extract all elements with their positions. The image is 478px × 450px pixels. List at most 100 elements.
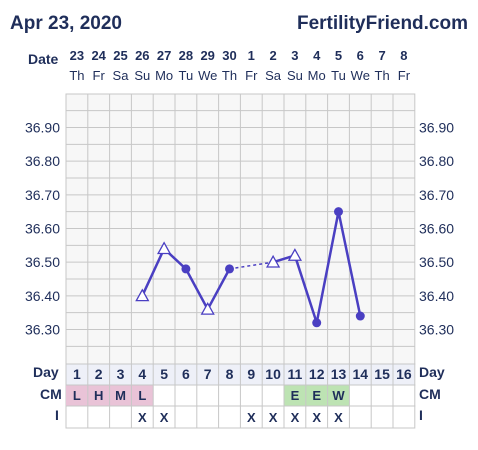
- cm-value: H: [94, 388, 103, 403]
- day-number: 15: [374, 366, 390, 382]
- data-point: [334, 207, 343, 217]
- day-row-label-right: Day: [419, 364, 445, 380]
- date-tick-label: 25: [113, 48, 127, 63]
- cm-cell-fill: [284, 385, 306, 406]
- day-number: 12: [309, 366, 325, 382]
- data-point-open: [200, 301, 215, 315]
- y-tick-label-left: 36.60: [25, 221, 60, 237]
- data-point-open: [135, 288, 150, 302]
- temperature-series: [135, 207, 365, 328]
- y-tick-label-right: 36.80: [419, 153, 454, 169]
- date-tick-label: 7: [378, 48, 385, 63]
- y-tick-label-left: 36.40: [25, 288, 60, 304]
- y-tick-label-left: 36.70: [25, 187, 60, 203]
- i-row-label: I: [55, 407, 59, 423]
- y-tick-label-left: 36.50: [25, 254, 60, 270]
- day-row-label: Day: [33, 364, 59, 380]
- y-axes: 36.90 36.90 36.80 36.80 36.70 36.70 36.60 36.60…: [25, 120, 454, 338]
- day-number: 5: [160, 366, 168, 382]
- weekday-tick-label: Th: [69, 68, 84, 83]
- date-row-label: Date: [28, 51, 59, 67]
- day-number: 10: [265, 366, 281, 382]
- weekday-tick-label: Th: [222, 68, 237, 83]
- intercourse-mark: X: [269, 410, 278, 425]
- day-number: 2: [95, 366, 103, 382]
- series-line-segment: [337, 210, 362, 318]
- y-tick-label-left: 36.90: [25, 120, 60, 136]
- cm-cell-fill: [109, 385, 132, 406]
- date-tick-label: 4: [313, 48, 321, 63]
- day-number: 1: [73, 366, 81, 382]
- series-dashed-segment: [229, 261, 274, 270]
- data-point-open: [287, 248, 303, 261]
- day-number: 8: [226, 366, 234, 382]
- y-tick-label-right: 36.60: [419, 221, 454, 237]
- cm-cell-fill: [87, 385, 110, 406]
- intercourse-mark: X: [247, 410, 256, 425]
- day-number: 4: [138, 366, 146, 382]
- cm-value: E: [291, 388, 300, 403]
- data-point: [181, 264, 191, 274]
- weekday-tick-label: We: [351, 68, 370, 83]
- date-tick-label: 1: [248, 48, 255, 63]
- data-point-open: [156, 241, 172, 255]
- weekday-tick-label: Th: [375, 68, 390, 83]
- date-tick-label: 8: [400, 48, 407, 63]
- i-row-label-right: I: [419, 407, 423, 423]
- cm-cell-fill: [66, 385, 88, 406]
- weekday-tick-label: Tu: [331, 68, 346, 83]
- series-line-segment: [315, 210, 340, 325]
- intercourse-mark: X: [160, 410, 169, 425]
- day-number: 9: [247, 366, 255, 382]
- day-number: 14: [353, 366, 369, 382]
- plot-area: [65, 93, 416, 365]
- intercourse-mark: X: [334, 410, 343, 425]
- date-tick-label: 26: [135, 48, 149, 63]
- series-line-segment: [206, 267, 231, 311]
- day-number: 16: [396, 366, 412, 382]
- day-number: 6: [182, 366, 190, 382]
- y-tick-label-left: 36.80: [25, 153, 60, 169]
- weekday-tick-label: Mo: [155, 68, 173, 83]
- cm-row-label: CM: [40, 386, 62, 402]
- weekday-tick-label: Fr: [93, 68, 106, 83]
- weekday-tick-label: Fr: [245, 68, 258, 83]
- cm-value: L: [138, 388, 146, 403]
- day-number: 13: [331, 366, 347, 382]
- cm-cell-fill: [305, 385, 328, 406]
- day-number: 7: [204, 366, 212, 382]
- cm-value: W: [332, 388, 345, 403]
- weekday-tick-label: Fr: [398, 68, 411, 83]
- weekday-tick-label: Mo: [308, 68, 326, 83]
- intercourse-mark: X: [312, 410, 321, 425]
- weekday-tick-label: Su: [287, 68, 303, 83]
- weekday-tick-label: Sa: [265, 68, 282, 83]
- day-number: 3: [117, 366, 125, 382]
- y-tick-label-right: 36.90: [419, 120, 454, 136]
- bottom-table: 1 2 3 4 5 6 7 8 9 10 11 12 13 14 15 16L H M L E E WX X X X X X X: [65, 363, 416, 429]
- date-tick-label: 2: [269, 48, 276, 63]
- site-name: FertilityFriend.com: [297, 13, 468, 34]
- weekday-tick-label: Su: [134, 68, 150, 83]
- chart-date: Apr 23, 2020: [10, 13, 122, 34]
- data-point: [355, 311, 365, 321]
- y-tick-label-left: 36.30: [25, 322, 60, 338]
- y-tick-label-right: 36.40: [419, 288, 454, 304]
- date-tick-label: 6: [357, 48, 364, 63]
- series-line-segment: [293, 254, 318, 325]
- data-point: [225, 264, 234, 274]
- y-tick-label-right: 36.30: [419, 322, 454, 338]
- y-tick-label-right: 36.50: [419, 254, 454, 270]
- cm-value: L: [73, 388, 81, 403]
- cm-value: M: [115, 388, 126, 403]
- weekday-tick-label: We: [198, 68, 217, 83]
- date-tick-label: 30: [222, 48, 236, 63]
- date-tick-label: 27: [157, 48, 171, 63]
- data-point-open: [265, 254, 281, 268]
- date-header: 23 Th 24 Fr 25 Sa 26 Su 27 Mo 28 Tu 29 We 30 Th 1 Fr 2 Sa 3 S…: [69, 48, 410, 83]
- cm-cell-fill: [131, 385, 154, 406]
- weekday-tick-label: Tu: [179, 68, 194, 83]
- date-tick-label: 29: [200, 48, 214, 63]
